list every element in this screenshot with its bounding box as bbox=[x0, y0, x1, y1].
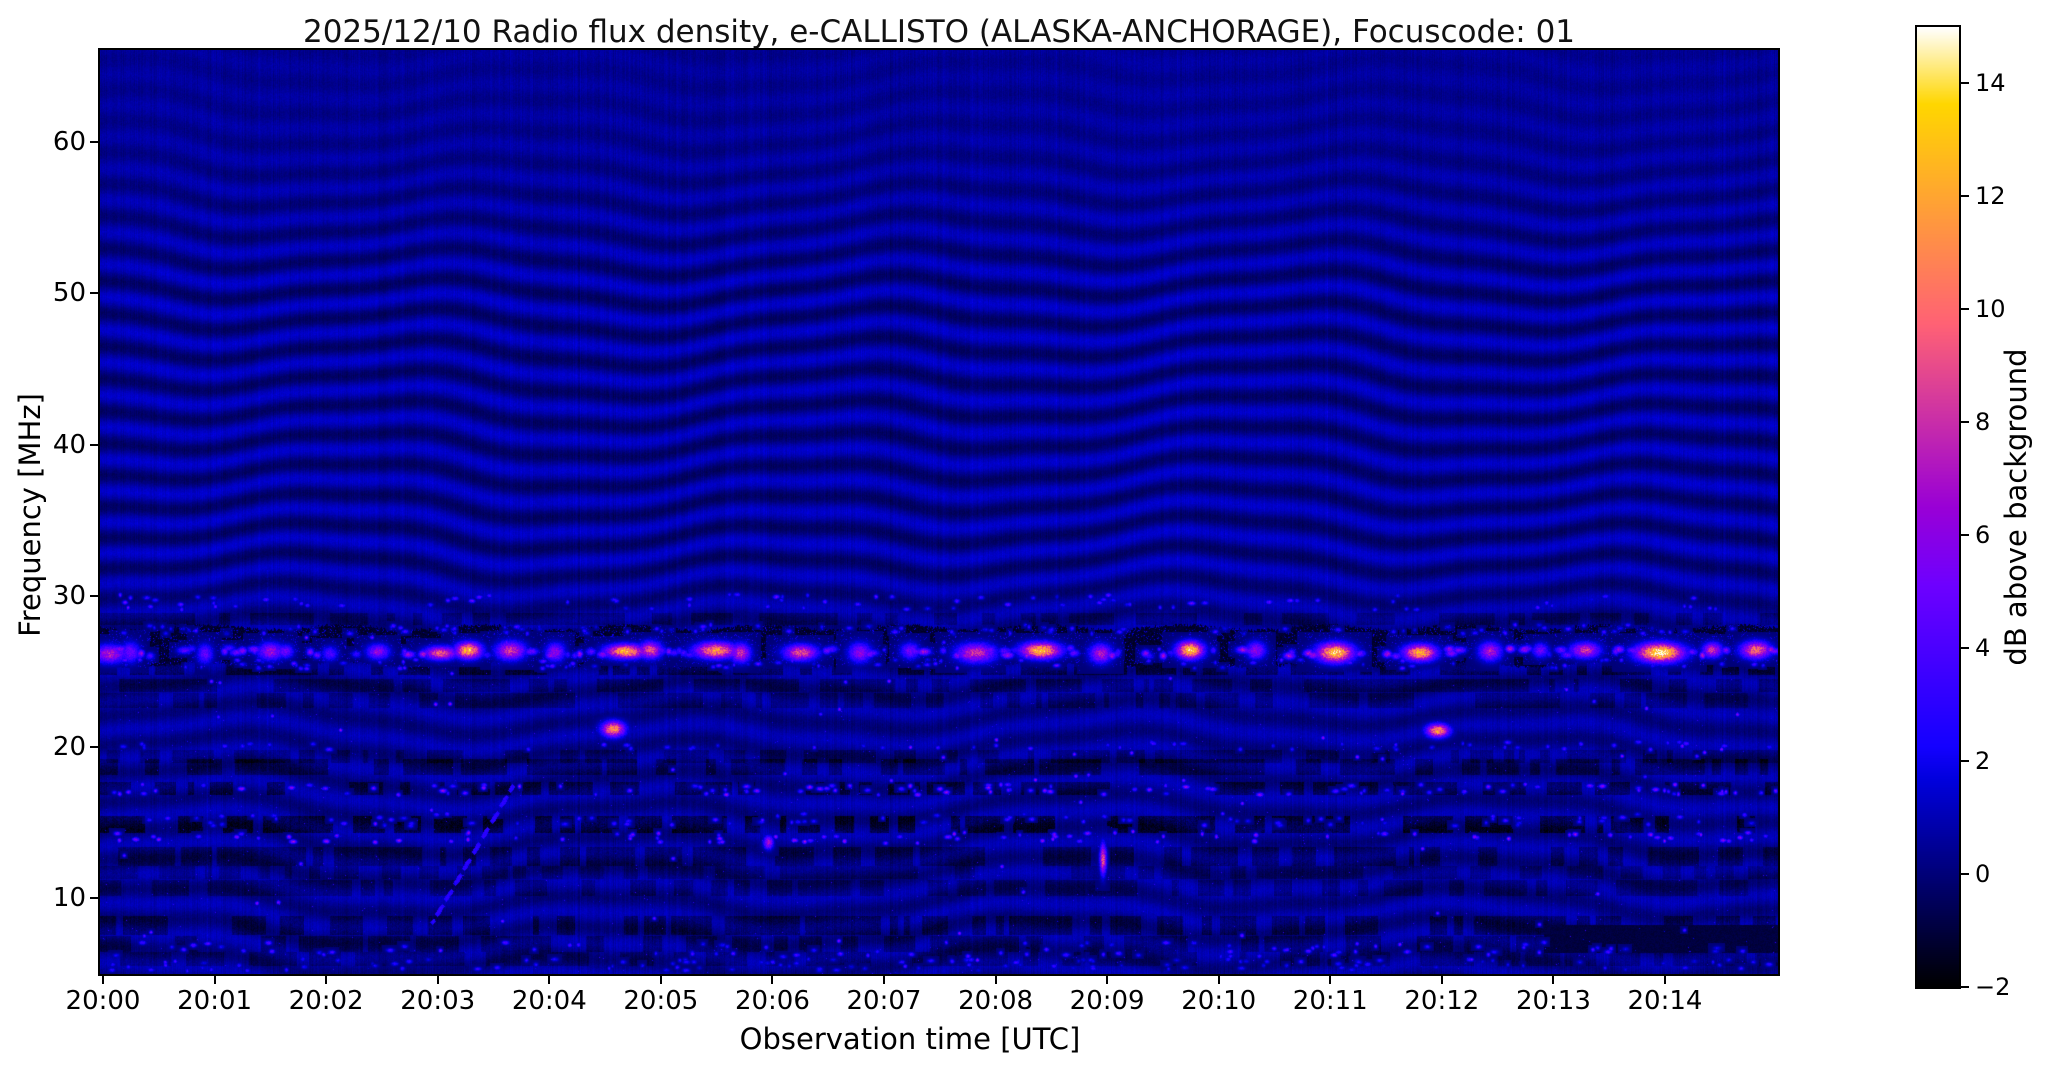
colorbar-tick-mark bbox=[1961, 760, 1969, 763]
y-tick-label: 10 bbox=[52, 882, 86, 913]
y-tick-mark bbox=[90, 443, 100, 446]
colorbar-tick-label: 6 bbox=[1975, 521, 1991, 550]
y-tick-label: 50 bbox=[52, 278, 86, 309]
x-tick-mark bbox=[436, 974, 439, 984]
x-tick-label: 20:12 bbox=[1404, 986, 1480, 1016]
y-tick-label: 40 bbox=[52, 429, 86, 460]
colorbar-tick-label: 0 bbox=[1975, 860, 1991, 889]
spectrogram-heatmap bbox=[100, 50, 1778, 974]
x-tick-label: 20:10 bbox=[1181, 986, 1257, 1016]
x-tick-mark bbox=[994, 974, 997, 984]
y-tick-label: 60 bbox=[52, 127, 86, 158]
x-tick-mark bbox=[882, 974, 885, 984]
x-tick-label: 20:11 bbox=[1292, 986, 1368, 1016]
x-tick-mark bbox=[325, 974, 328, 984]
x-tick-label: 20:01 bbox=[177, 986, 253, 1016]
x-tick-mark bbox=[1106, 974, 1109, 984]
x-tick-label: 20:04 bbox=[511, 986, 587, 1016]
x-tick-mark bbox=[102, 974, 104, 984]
x-axis-label: Observation time [UTC] bbox=[739, 1022, 1081, 1056]
colorbar-tick-label: 12 bbox=[1975, 182, 2006, 211]
chart-title: 2025/12/10 Radio flux density, e-CALLIST… bbox=[302, 14, 1576, 50]
colorbar-tick-mark bbox=[1961, 647, 1969, 650]
x-tick-label: 20:06 bbox=[734, 986, 810, 1016]
x-tick-mark bbox=[1440, 974, 1443, 984]
colorbar-tick-mark bbox=[1961, 421, 1969, 424]
colorbar-tick-label: −2 bbox=[1975, 973, 2011, 1001]
y-tick-mark bbox=[90, 594, 100, 597]
colorbar-tick-label: 2 bbox=[1975, 747, 1991, 776]
y-tick-mark bbox=[90, 745, 100, 748]
colorbar-tick-mark bbox=[1961, 82, 1969, 85]
colorbar-tick-label: 4 bbox=[1975, 634, 1991, 663]
colorbar-tick-mark bbox=[1961, 986, 1969, 988]
y-tick-mark bbox=[90, 292, 100, 295]
colorbar-tick-label: 10 bbox=[1975, 295, 2006, 324]
x-tick-label: 20:09 bbox=[1069, 986, 1145, 1016]
x-tick-mark bbox=[1663, 974, 1666, 984]
x-tick-label: 20:14 bbox=[1627, 986, 1703, 1016]
colorbar-gradient bbox=[1917, 27, 1959, 987]
x-tick-mark bbox=[1217, 974, 1220, 984]
colorbar-tick-mark bbox=[1961, 873, 1969, 876]
y-tick-label: 20 bbox=[52, 731, 86, 762]
y-tick-mark bbox=[90, 141, 100, 144]
x-tick-label: 20:07 bbox=[846, 986, 922, 1016]
x-tick-label: 20:00 bbox=[65, 986, 141, 1016]
colorbar-tick-label: 8 bbox=[1975, 408, 1991, 437]
x-tick-label: 20:03 bbox=[400, 986, 476, 1016]
x-tick-mark bbox=[1552, 974, 1555, 984]
x-tick-label: 20:02 bbox=[288, 986, 364, 1016]
y-tick-mark bbox=[90, 896, 100, 899]
colorbar-tick-mark bbox=[1961, 195, 1969, 198]
x-tick-mark bbox=[213, 974, 216, 984]
colorbar-tick-mark bbox=[1961, 534, 1969, 537]
colorbar-tick-mark bbox=[1961, 308, 1969, 311]
x-tick-label: 20:08 bbox=[958, 986, 1034, 1016]
x-tick-mark bbox=[771, 974, 774, 984]
x-tick-mark bbox=[548, 974, 551, 984]
x-tick-mark bbox=[659, 974, 662, 984]
colorbar-tick-label: 14 bbox=[1975, 69, 2006, 98]
x-tick-label: 20:13 bbox=[1515, 986, 1591, 1016]
colorbar-label: dB above background bbox=[1999, 348, 2033, 666]
x-tick-label: 20:05 bbox=[623, 986, 699, 1016]
x-tick-mark bbox=[1329, 974, 1332, 984]
y-tick-label: 30 bbox=[52, 580, 86, 611]
